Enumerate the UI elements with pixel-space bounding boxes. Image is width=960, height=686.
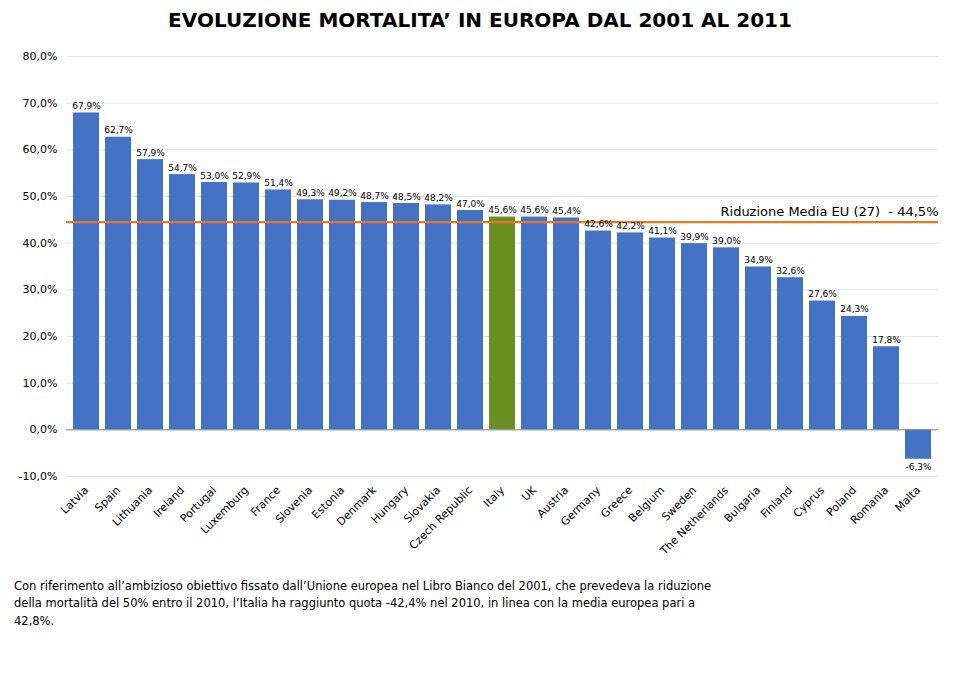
svg-text:Bulgaria: Bulgaria (722, 484, 763, 525)
svg-text:Sweden: Sweden (659, 483, 700, 524)
svg-text:Hungary: Hungary (368, 483, 412, 527)
svg-text:54,7%: 54,7% (168, 163, 197, 173)
svg-text:Greece: Greece (598, 483, 636, 521)
svg-text:10,0%: 10,0% (23, 377, 58, 390)
svg-text:The Netherlands: The Netherlands (657, 484, 731, 558)
svg-text:Cyprus: Cyprus (791, 484, 828, 521)
svg-text:67,9%: 67,9% (72, 101, 101, 111)
svg-text:42,6%: 42,6% (584, 219, 613, 229)
svg-text:0,0%: 0,0% (30, 423, 58, 436)
svg-text:Denmark: Denmark (334, 483, 380, 529)
svg-text:Latvia: Latvia (58, 484, 91, 517)
svg-text:Estonia: Estonia (309, 483, 348, 522)
svg-text:Malta: Malta (892, 484, 923, 515)
svg-text:-10,0%: -10,0% (19, 470, 58, 483)
svg-text:Czech Republic: Czech Republic (407, 484, 475, 552)
svg-text:Ireland: Ireland (151, 483, 188, 520)
svg-text:42,2%: 42,2% (616, 221, 645, 231)
svg-text:20,0%: 20,0% (23, 330, 58, 343)
svg-text:Spain: Spain (92, 483, 124, 515)
svg-text:Germany: Germany (558, 483, 603, 528)
svg-text:53,0%: 53,0% (200, 171, 229, 181)
svg-text:48,5%: 48,5% (392, 192, 421, 202)
svg-text:60,0%: 60,0% (23, 143, 58, 156)
svg-text:39,9%: 39,9% (680, 232, 709, 242)
svg-text:Riduzione Media EU (27) - 44,: Riduzione Media EU (27) - 44,5% (720, 204, 938, 219)
svg-text:62,7%: 62,7% (104, 125, 133, 135)
svg-text:45,4%: 45,4% (552, 206, 581, 216)
svg-text:30,0%: 30,0% (23, 283, 58, 296)
svg-text:Belgium: Belgium (626, 484, 667, 525)
svg-text:UK: UK (519, 483, 540, 504)
svg-text:Austria: Austria (534, 483, 572, 521)
svg-text:Luxemburg: Luxemburg (198, 484, 251, 537)
svg-text:41,1%: 41,1% (648, 226, 677, 236)
svg-text:40,0%: 40,0% (23, 237, 58, 250)
svg-text:Portugal: Portugal (177, 483, 220, 526)
svg-text:70,0%: 70,0% (23, 97, 58, 110)
svg-text:Slovakia: Slovakia (401, 483, 444, 526)
html-text:EVOLUZIONE MORTALITA’ IN EUROP: EVOLUZIONE MORTALITA’ IN EUROPA DAL 2001… (168, 8, 792, 32)
svg-text:17,8%: 17,8% (872, 335, 901, 345)
svg-text:-6,3%: -6,3% (905, 462, 932, 472)
svg-text:Italy: Italy (481, 483, 507, 509)
svg-text:49,2%: 49,2% (328, 188, 357, 198)
svg-text:50,0%: 50,0% (23, 190, 58, 203)
svg-text:Finland: Finland (758, 484, 795, 521)
svg-text:49,3%: 49,3% (296, 188, 325, 198)
svg-text:47,0%: 47,0% (456, 199, 485, 209)
svg-text:34,9%: 34,9% (744, 255, 773, 265)
svg-text:48,7%: 48,7% (360, 191, 389, 201)
svg-text:27,6%: 27,6% (808, 289, 837, 299)
svg-text:51,4%: 51,4% (264, 178, 293, 188)
svg-text:Slovenia: Slovenia (273, 484, 315, 526)
svg-text:24,3%: 24,3% (840, 304, 869, 314)
svg-text:France: France (248, 483, 284, 519)
svg-text:57,9%: 57,9% (136, 148, 165, 158)
svg-text:Poland: Poland (823, 483, 860, 519)
svg-text:52,9%: 52,9% (232, 171, 261, 181)
html-text:Con riferimento all’ambizioso: Con riferimento all’ambizioso obiettivo … (14, 579, 712, 628)
svg-text:80,0%: 80,0% (23, 50, 58, 63)
svg-text:32,6%: 32,6% (776, 266, 805, 276)
svg-text:Romania: Romania (848, 484, 891, 527)
svg-text:45,6%: 45,6% (520, 205, 549, 215)
svg-text:39,0%: 39,0% (712, 236, 741, 246)
svg-text:Lithuania: Lithuania (110, 484, 155, 529)
svg-text:45,6%: 45,6% (488, 205, 517, 215)
svg-text:48,2%: 48,2% (424, 193, 453, 203)
